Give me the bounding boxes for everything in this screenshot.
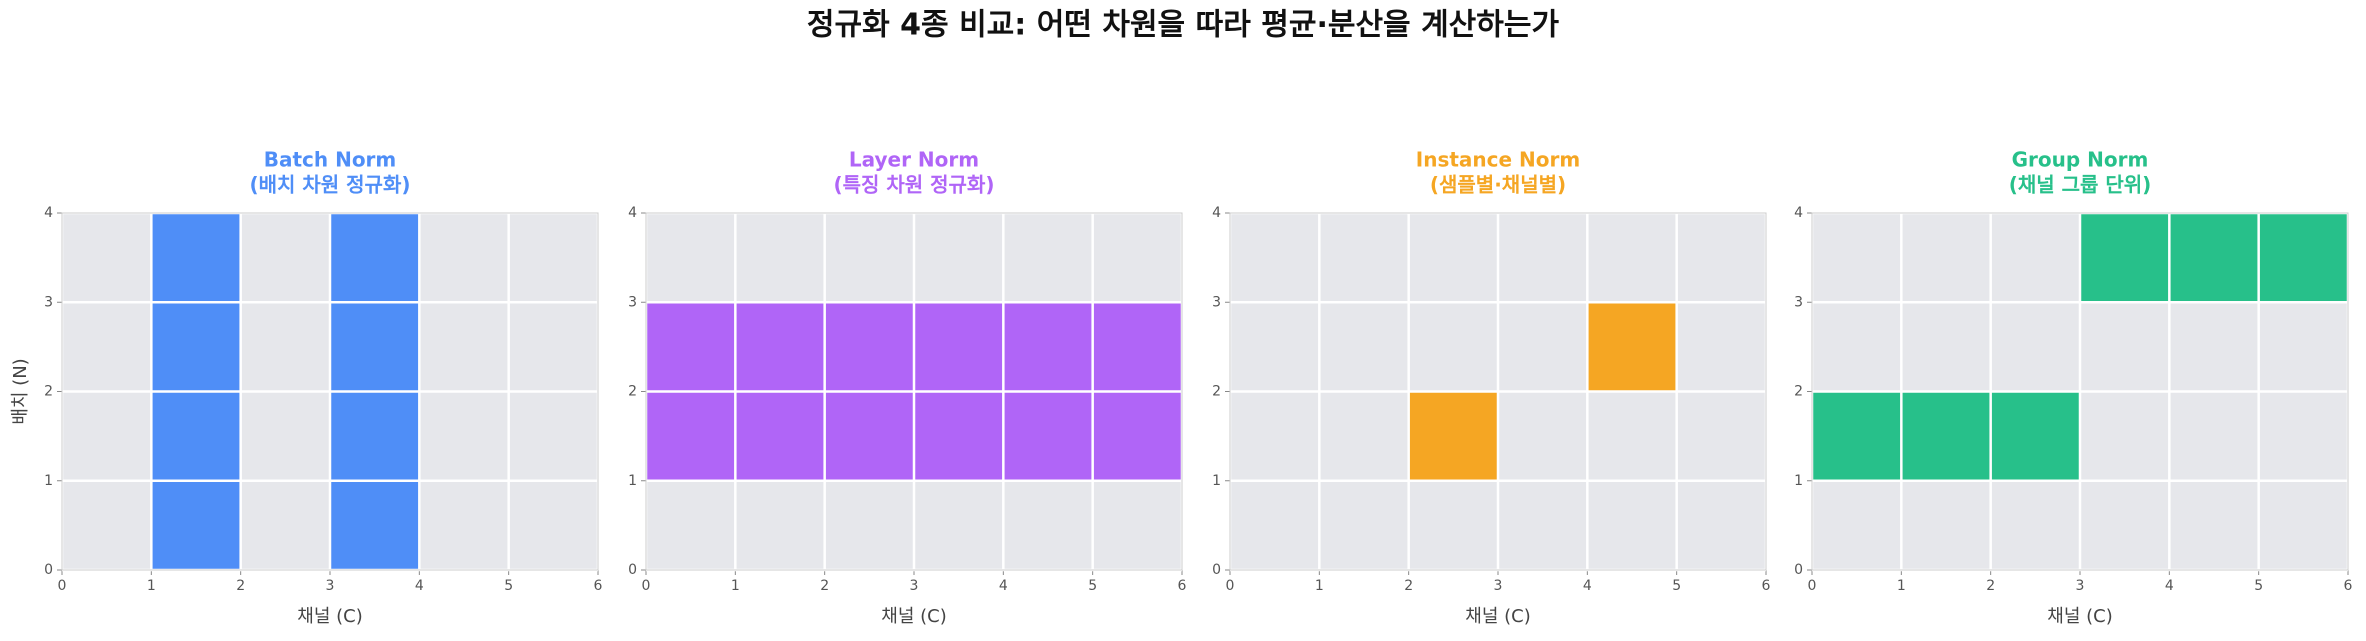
cell [330, 480, 420, 570]
plot-frame [1229, 212, 1767, 571]
panel-subtitle: (채널 그룹 단위) [2009, 173, 2152, 197]
y-tick-label: 4 [44, 205, 53, 221]
x-tick-label: 4 [1583, 578, 1592, 594]
y-tick-label: 0 [44, 562, 53, 578]
x-axis-label: 채널 (C) [1465, 606, 1530, 627]
x-tick-label: 3 [2076, 578, 2085, 594]
y-axis-label: 배치 (N) [10, 358, 31, 424]
x-axis-label: 채널 (C) [2047, 606, 2112, 627]
x-tick-label: 6 [2344, 578, 2353, 594]
x-tick-label: 0 [58, 578, 67, 594]
cell [735, 391, 825, 481]
x-tick-label: 2 [820, 578, 829, 594]
x-tick-label: 1 [1315, 578, 1324, 594]
x-tick-label: 2 [1404, 578, 1413, 594]
x-tick-label: 6 [594, 578, 603, 594]
y-tick-label: 3 [44, 294, 53, 310]
y-tick-label: 0 [1212, 562, 1221, 578]
x-tick-label: 3 [910, 578, 919, 594]
x-tick-label: 5 [2254, 578, 2263, 594]
x-tick-label: 5 [1088, 578, 1097, 594]
x-tick-label: 1 [147, 578, 156, 594]
y-tick-label: 2 [1212, 384, 1221, 400]
cell [1901, 391, 1991, 481]
cell [330, 391, 420, 481]
x-tick-label: 6 [1762, 578, 1771, 594]
x-tick-label: 4 [415, 578, 424, 594]
y-tick-label: 4 [1794, 205, 1803, 221]
x-tick-label: 1 [731, 578, 740, 594]
cell [2169, 213, 2259, 303]
cell [824, 391, 914, 481]
x-tick-label: 5 [1672, 578, 1681, 594]
cell [824, 302, 914, 392]
x-tick-label: 1 [1897, 578, 1906, 594]
x-tick-label: 6 [1178, 578, 1187, 594]
panel-title: Layer Norm [849, 148, 979, 172]
panel-title: Group Norm [2012, 148, 2149, 172]
y-tick-label: 1 [1794, 473, 1803, 489]
x-tick-label: 2 [1986, 578, 1995, 594]
x-tick-label: 4 [999, 578, 1008, 594]
x-axis-label: 채널 (C) [297, 606, 362, 627]
x-tick-label: 0 [642, 578, 651, 594]
cell [2080, 213, 2170, 303]
plot-frame [645, 212, 1183, 571]
cell [1003, 391, 1093, 481]
y-tick-label: 2 [628, 384, 637, 400]
y-tick-label: 3 [1794, 294, 1803, 310]
cell [330, 213, 420, 303]
cell [735, 302, 825, 392]
plot-frame [1811, 212, 2349, 571]
y-tick-label: 1 [44, 473, 53, 489]
cell [1092, 302, 1182, 392]
cell [151, 480, 241, 570]
cell [151, 213, 241, 303]
x-tick-label: 3 [326, 578, 335, 594]
y-tick-label: 2 [1794, 384, 1803, 400]
cell [1092, 391, 1182, 481]
x-tick-label: 4 [2165, 578, 2174, 594]
cell [2258, 213, 2348, 303]
cell [1408, 391, 1498, 481]
panel-title: Instance Norm [1416, 148, 1580, 172]
y-tick-label: 0 [628, 562, 637, 578]
x-tick-label: 0 [1226, 578, 1235, 594]
cell [646, 391, 736, 481]
y-tick-label: 4 [628, 205, 637, 221]
cell [646, 302, 736, 392]
x-axis-label: 채널 (C) [881, 606, 946, 627]
cell [330, 302, 420, 392]
y-tick-label: 3 [628, 294, 637, 310]
cell [914, 302, 1004, 392]
y-tick-label: 0 [1794, 562, 1803, 578]
cell [1587, 302, 1677, 392]
cell [1990, 391, 2080, 481]
plot-frame [61, 212, 599, 571]
y-tick-label: 1 [628, 473, 637, 489]
x-tick-label: 2 [236, 578, 245, 594]
y-tick-label: 1 [1212, 473, 1221, 489]
y-tick-label: 2 [44, 384, 53, 400]
figure-title: 정규화 4종 비교: 어떤 차원을 따라 평균·분산을 계산하는가 [807, 8, 1560, 43]
y-tick-label: 3 [1212, 294, 1221, 310]
panel-subtitle: (배치 차원 정규화) [249, 173, 410, 197]
cell [1812, 391, 1902, 481]
cell [151, 302, 241, 392]
panel-title: Batch Norm [264, 148, 397, 172]
panel-subtitle: (샘플별·채널별) [1430, 173, 1566, 197]
x-tick-label: 3 [1494, 578, 1503, 594]
cell [151, 391, 241, 481]
cell [914, 391, 1004, 481]
panel-subtitle: (특징 차원 정규화) [833, 173, 994, 197]
x-tick-label: 5 [504, 578, 513, 594]
cell [1003, 302, 1093, 392]
y-tick-label: 4 [1212, 205, 1221, 221]
x-tick-label: 0 [1808, 578, 1817, 594]
